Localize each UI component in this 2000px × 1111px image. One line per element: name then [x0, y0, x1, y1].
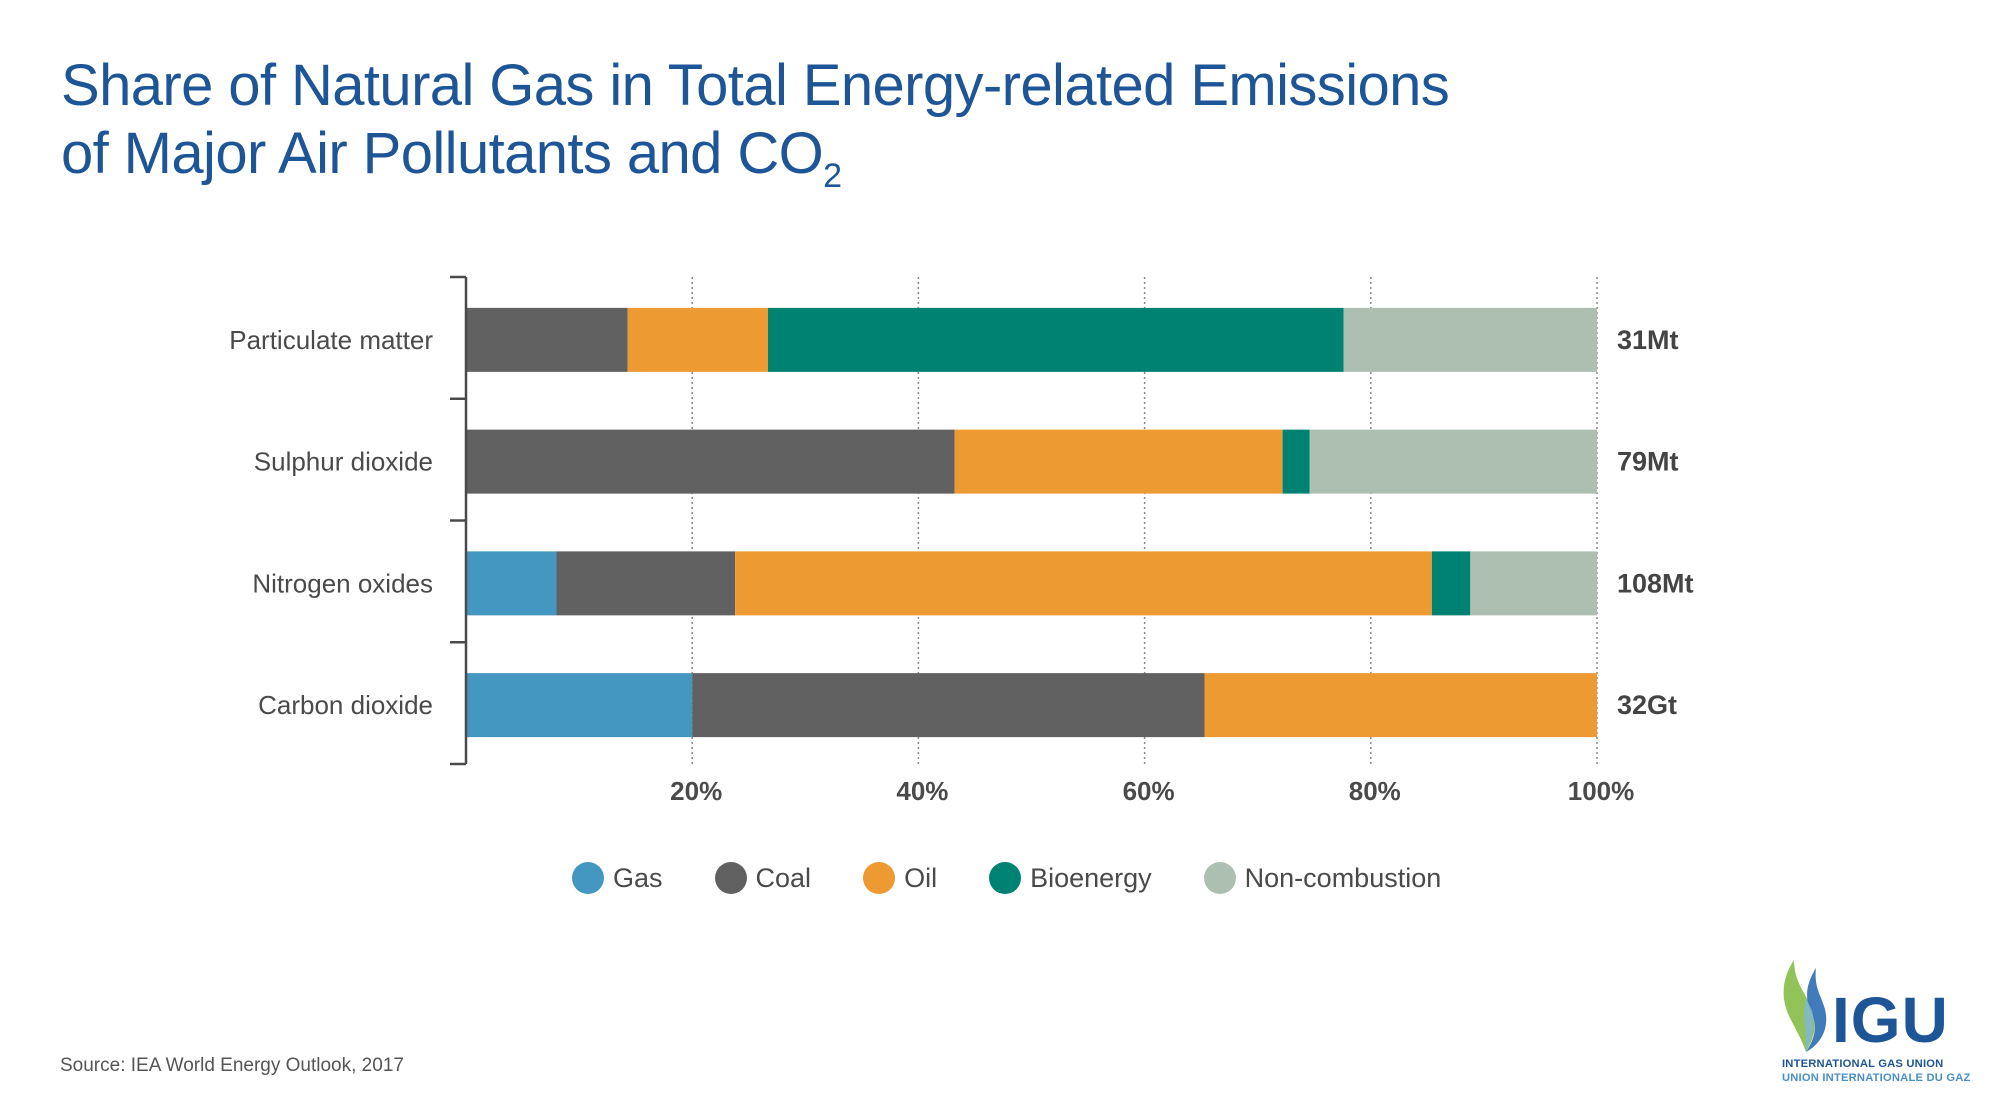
- bar-segment-coal: [466, 307, 628, 372]
- bar-segment-coal: [466, 429, 955, 494]
- legend-label: Non-combustion: [1244, 862, 1442, 893]
- total-label: 108Mt: [1617, 568, 1694, 598]
- logo-wordmark: IGU: [1832, 984, 1949, 1056]
- bar-segment-coal: [692, 673, 1205, 738]
- x-tick-label: 40%: [896, 776, 948, 806]
- legend-swatch: [572, 862, 604, 894]
- bars: [466, 307, 1597, 738]
- category-label: Sulphur dioxide: [254, 447, 433, 477]
- category-label: Particulate matter: [229, 325, 433, 355]
- legend-swatch: [863, 862, 896, 894]
- legend-label: Coal: [755, 862, 812, 893]
- chart-title: Share of Natural Gas in Total Energy-rel…: [61, 52, 1450, 193]
- flame-icon: [1783, 960, 1827, 1052]
- x-tick-label: 20%: [670, 776, 722, 806]
- legend-label: Oil: [904, 862, 938, 893]
- bar-segment-coal: [556, 551, 736, 616]
- y-axis: [450, 275, 468, 766]
- labels: 20% 40% 60% 80% 100% Particulate matter 31Mt Su…: [229, 325, 1693, 806]
- legend-item-non-combustion: Non-combustion: [1203, 862, 1442, 894]
- legend: Gas Coal Oil Bioenergy Non-combustion: [572, 862, 1493, 894]
- bar-segment-non-combustion: [1470, 551, 1597, 616]
- logo-subtitle-fr: UNION INTERNATIONALE DU GAZ: [1782, 1072, 1971, 1084]
- bar-segment-oil: [1204, 673, 1597, 738]
- logo-subtitle-en: INTERNATIONAL GAS UNION: [1782, 1058, 1944, 1070]
- title-line-2: of Major Air Pollutants and CO2: [61, 120, 1449, 193]
- legend-item-gas: Gas: [572, 862, 663, 894]
- category-label: Carbon dioxide: [258, 690, 433, 720]
- title-line-2-text: of Major Air Pollutants and CO: [61, 121, 824, 186]
- bar-segment-bioenergy: [1431, 551, 1471, 616]
- source-note: Source: IEA World Energy Outlook, 2017: [60, 1055, 404, 1076]
- bar-segment-bioenergy: [1282, 429, 1310, 494]
- bar-segment-non-combustion: [1309, 429, 1597, 494]
- bar-segment-bioenergy: [767, 307, 1344, 372]
- legend-label: Gas: [613, 862, 663, 893]
- bar-segment-oil: [954, 429, 1283, 494]
- title-line-1: Share of Natural Gas in Total Energy-rel…: [61, 53, 1450, 118]
- category-label: Nitrogen oxides: [252, 568, 433, 598]
- legend-item-bioenergy: Bioenergy: [989, 862, 1152, 894]
- legend-swatch: [1203, 862, 1236, 894]
- legend-label: Bioenergy: [1030, 862, 1152, 893]
- legend-swatch: [714, 862, 747, 894]
- legend-swatch: [989, 862, 1022, 894]
- total-label: 31Mt: [1617, 325, 1679, 355]
- total-label: 79Mt: [1617, 447, 1679, 477]
- title-subscript: 2: [823, 157, 842, 195]
- total-label: 32Gt: [1617, 690, 1677, 720]
- bar-segment-gas: [466, 673, 693, 738]
- stacked-bar-chart: 20% 40% 60% 80% 100% Particulate matter 31Mt Su…: [229, 275, 1694, 806]
- bar-segment-gas: [466, 551, 557, 616]
- igu-logo: IGU INTERNATIONAL GAS UNION UNION INTERN…: [1780, 958, 1980, 1093]
- x-tick-label: 100%: [1568, 776, 1635, 806]
- bar-segment-non-combustion: [1343, 307, 1597, 372]
- x-tick-label: 60%: [1123, 776, 1175, 806]
- legend-item-oil: Oil: [863, 862, 937, 894]
- legend-item-coal: Coal: [714, 862, 812, 894]
- bar-segment-oil: [735, 551, 1432, 616]
- x-tick-label: 80%: [1349, 776, 1401, 806]
- bar-segment-oil: [627, 307, 768, 372]
